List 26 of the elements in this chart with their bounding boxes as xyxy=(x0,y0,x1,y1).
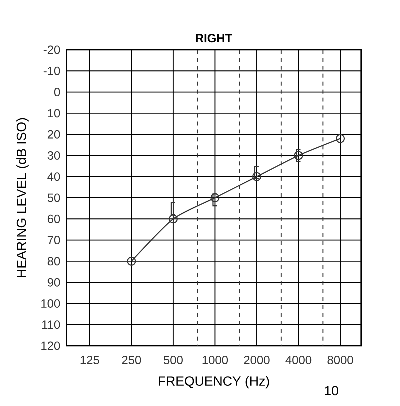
y-tick-label: 50 xyxy=(48,194,60,202)
y-tick-label: -20 xyxy=(44,46,60,54)
text: 10 xyxy=(325,386,338,396)
y-tick-label: 70 xyxy=(48,236,60,245)
x-tick-label: 1000 xyxy=(202,356,228,364)
y-tick-label: -10 xyxy=(44,66,60,76)
y-tick-label: 90 xyxy=(48,278,60,287)
y-tick-label: 40 xyxy=(48,172,60,182)
y-tick-label: 120 xyxy=(42,342,60,350)
y-tick-label: 110 xyxy=(42,320,60,330)
y-tick-label: 80 xyxy=(48,257,60,266)
y-tick-label: 10 xyxy=(48,109,60,118)
x-tick-label: 250 xyxy=(122,356,142,364)
x-tick-label: 2000 xyxy=(244,356,270,364)
x-axis-title: FREQUENCY (Hz) xyxy=(159,376,270,389)
x-tick-label: 500 xyxy=(164,356,183,364)
y-tick-label: 100 xyxy=(42,299,60,308)
x-tick-label: 4000 xyxy=(286,356,312,364)
x-tick-label: 8000 xyxy=(328,356,354,364)
x-tick-label: 125 xyxy=(80,356,100,364)
y-tick-label: 60 xyxy=(48,214,60,224)
y-axis-title: HEARING LEVEL (dB ISO) xyxy=(16,118,29,278)
y-tick-label: 20 xyxy=(48,130,60,139)
y-tick-label: 0 xyxy=(54,88,60,97)
chart-title: RIGHT xyxy=(196,34,232,43)
y-tick-label: 30 xyxy=(48,151,60,160)
